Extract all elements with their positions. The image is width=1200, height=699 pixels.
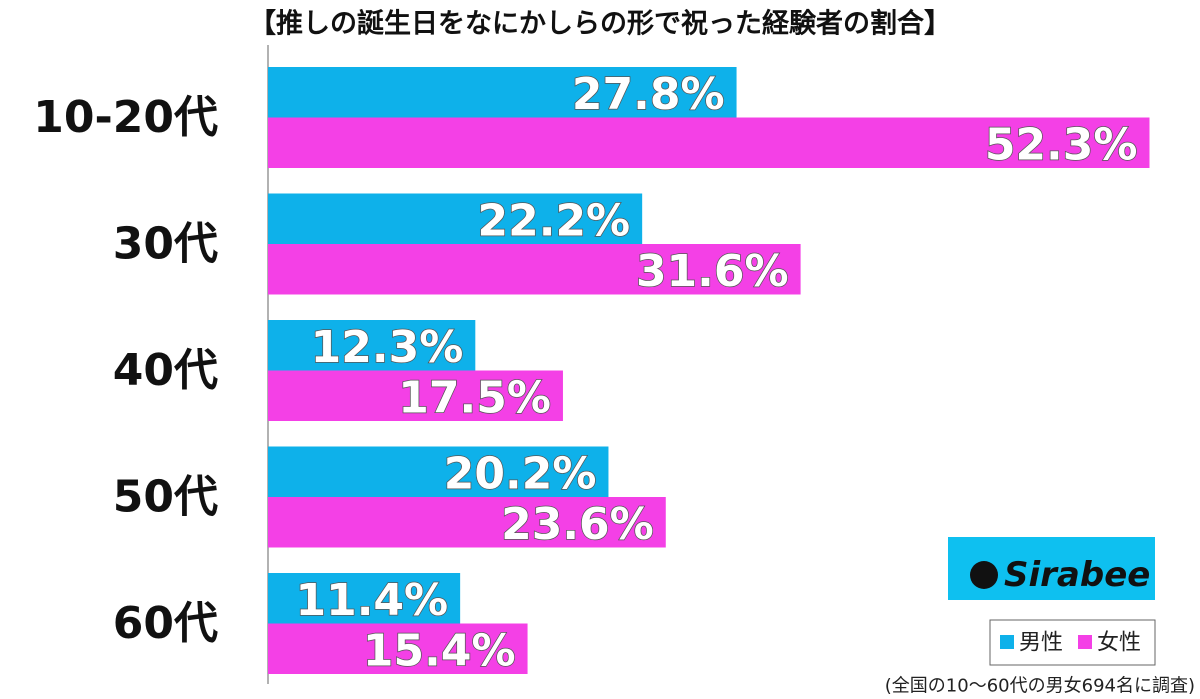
logo-text: Sirabee (1004, 555, 1150, 595)
bar (268, 117, 1150, 168)
bar (268, 623, 528, 674)
y-tick-label: 10-20代 (33, 92, 218, 143)
legend-box (989, 619, 1156, 666)
data-label: 22.2% (478, 195, 631, 246)
data-label: 52.3% (985, 119, 1138, 170)
y-tick-label: 30代 (113, 219, 218, 270)
data-label: 15.4% (363, 625, 516, 676)
bar (268, 244, 801, 295)
legend-label: 男性 (1019, 631, 1063, 656)
chart-title: 【推しの誕生日をなにかしらの形で祝った経験者の割合】 (249, 8, 951, 40)
data-label: 12.3% (311, 322, 464, 373)
legend-swatch (1000, 635, 1014, 649)
y-tick-label: 50代 (113, 472, 218, 523)
legend-label: 女性 (1097, 631, 1141, 656)
bar (268, 67, 737, 118)
bar (268, 446, 609, 497)
footnote: (全国の10〜60代の男女694名に調査) (885, 676, 1195, 697)
legend-swatch (1078, 635, 1092, 649)
data-label: 23.6% (501, 499, 654, 550)
y-tick-label: 60代 (113, 598, 218, 649)
data-label: 11.4% (295, 575, 448, 626)
data-label: 20.2% (444, 448, 597, 499)
bar (268, 320, 476, 371)
bar (268, 193, 643, 244)
data-label: 17.5% (398, 372, 551, 423)
y-tick-label: 40代 (113, 345, 218, 396)
bar (268, 573, 461, 624)
data-label: 27.8% (572, 69, 725, 120)
logo-icon (970, 561, 998, 589)
bar (268, 370, 563, 421)
data-label: 31.6% (636, 246, 789, 297)
bar (268, 497, 666, 548)
